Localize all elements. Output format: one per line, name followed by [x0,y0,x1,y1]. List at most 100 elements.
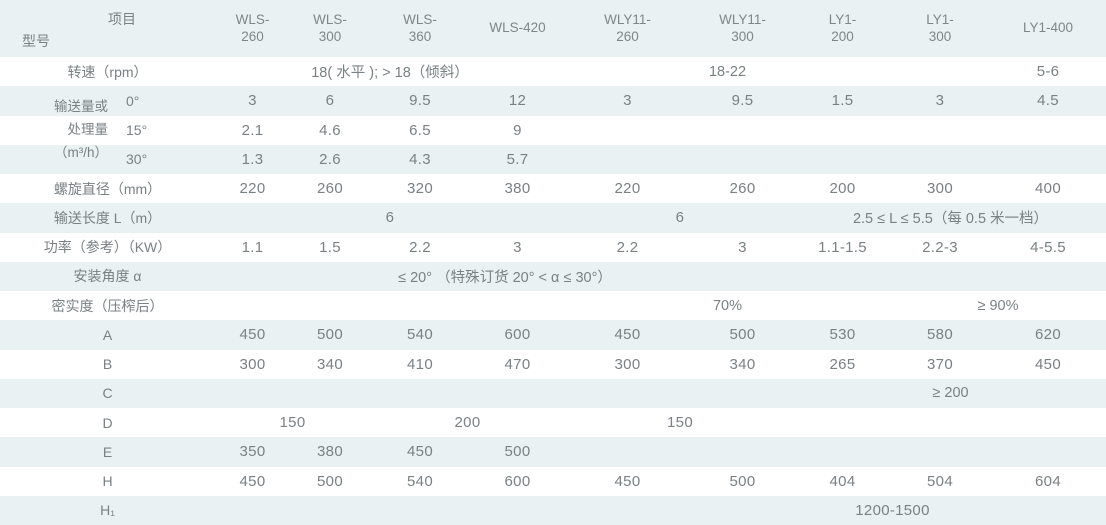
dim-h1-label: H₁ [100,502,115,519]
value-cell: 2.2 [409,238,431,256]
capacity-label-line3: （m³/h） [54,144,108,160]
value-cell: 3 [248,92,257,110]
value-cell: 5.7 [506,150,529,168]
value-cell: 540 [407,326,433,344]
model-corner-label: 型号 [22,33,50,49]
value-cell: 400 [1035,180,1061,198]
empty-cell [215,379,795,408]
value-cell: 450 [1035,355,1061,373]
header-row: 型号 项目 WLS- 260 WLS- 300 WLS- 360 WLS-420… [0,0,1106,57]
capacity-label-line1: 输送量或 [54,99,108,115]
value-cell: 500 [729,472,756,490]
row-diameter: 螺旋直径（mm） 220 260 320 380 220 260 200 300… [0,174,1106,203]
column-header-wly11-300: WLY11- 300 [719,11,766,44]
empty-cell [990,496,1106,525]
row-length: 输送长度 L（m） 6 6 2.5 ≤ L ≤ 5.5（每 0.5 米一档） [0,203,1106,233]
column-header-ly1-200: LY1- 200 [828,11,857,44]
value-cell: 320 [407,180,433,198]
row-dim-h1: H₁ 1200-1500 [0,495,1106,525]
value-cell: 9.5 [731,92,754,110]
value-cell: 504 [927,472,953,490]
value-cell: 500 [504,443,531,461]
value-cell: 3 [513,238,522,256]
value-cell: 2.6 [319,150,341,168]
value-cell: 9.5 [409,92,431,110]
empty-cell [795,262,1106,291]
dim-b-label: B [102,356,113,373]
value-cell: 2.2 [616,238,639,256]
value-cell: 500 [317,326,343,344]
row-density: 密实度（压榨后） 70% ≥ 90% [0,291,1106,320]
value-cell: 260 [317,180,343,198]
value-cell: 6.5 [409,121,431,139]
value-cell: 620 [1035,326,1061,344]
capacity-item-30deg: 30° [126,151,148,168]
value-cell: 450 [407,443,433,461]
value-cell: 450 [239,472,266,490]
value-cell: 370 [927,355,953,373]
empty-cell [565,437,1106,466]
value-cell: 1.5 [831,92,854,110]
row-speed: 转速（rpm） 18( 水平 ); > 18（倾斜） 18-22 5-6 [0,57,1106,86]
speed-wly-cell: 18-22 [708,63,747,80]
power-row-label: 功率（参考）（KW） [43,239,172,256]
row-capacity-30deg: （m³/h） 30° 1.3 2.6 4.3 5.7 [0,144,1106,174]
value-cell: 604 [1035,472,1061,490]
density-ly-cell: ≥ 90% [977,297,1019,314]
value-cell: 3 [738,238,747,256]
value-cell: 340 [317,355,343,373]
value-cell: 470 [504,355,531,373]
value-cell: 500 [729,326,756,344]
capacity-label-line2: 处理量 [67,122,109,138]
empty-cell [215,496,795,525]
column-header-ly1-400: LY1-400 [1022,20,1074,36]
value-cell: 450 [614,326,641,344]
value-cell: 600 [504,472,531,490]
value-cell: 220 [614,180,641,198]
dim-d-wls360-420-cell: 200 [454,414,481,432]
value-cell: 300 [927,180,953,198]
dim-h1-ly-cell: 1200-1500 [855,501,930,519]
value-cell: 4.3 [409,150,431,168]
dim-d-wls260-300-cell: 150 [279,414,306,432]
value-cell: 340 [729,355,756,373]
row-dim-a: A 450 500 540 600 450 500 530 580 620 [0,320,1106,350]
dim-d-label: D [102,414,113,431]
dim-a-label: A [102,326,113,343]
empty-cell [565,145,1106,174]
value-cell: 380 [504,180,531,198]
column-header-wls-420: WLS-420 [489,20,546,36]
capacity-item-15deg: 15° [126,122,148,139]
value-cell: 1.1-1.5 [818,238,867,256]
value-cell: 300 [614,355,641,373]
column-header-wls-360: WLS- 360 [403,11,437,44]
angle-value-cell: ≤ 20° （特殊订货 20° < α ≤ 30°） [398,269,612,286]
value-cell: 3 [623,92,632,110]
column-header-wls-300: WLS- 300 [313,11,347,44]
empty-cell [215,291,565,320]
capacity-item-0deg: 0° [126,92,140,109]
empty-cell [890,57,990,86]
value-cell: 1.1 [241,238,264,256]
row-dim-b: B 300 340 410 470 300 340 265 370 450 [0,350,1106,379]
value-cell: 220 [239,180,266,198]
length-ly-cell: 2.5 ≤ L ≤ 5.5（每 0.5 米一档） [852,211,1049,228]
value-cell: 9 [513,121,522,139]
dim-c-label: C [102,385,113,402]
row-capacity-15deg: 处理量 15° 2.1 4.6 6.5 9 [0,116,1106,145]
value-cell: 265 [829,355,856,373]
value-cell: 350 [239,443,266,461]
value-cell: 530 [829,326,856,344]
value-cell: 1.5 [319,238,341,256]
density-wly-cell: 70% [712,297,743,314]
speed-wls-cell: 18( 水平 ); > 18（倾斜） [311,65,469,82]
row-dim-h: H 450 500 540 600 450 500 404 504 604 [0,467,1106,496]
row-capacity-0deg: 输送量或 0° 3 6 9.5 12 3 9.5 1.5 3 4.5 [0,86,1106,116]
empty-cell [795,408,1106,437]
item-corner-label: 项目 [108,11,136,27]
value-cell: 4.5 [1037,92,1059,110]
corner-cell: 型号 项目 [0,0,215,57]
column-header-ly1-300: LY1- 300 [926,11,954,44]
value-cell: 600 [504,326,531,344]
